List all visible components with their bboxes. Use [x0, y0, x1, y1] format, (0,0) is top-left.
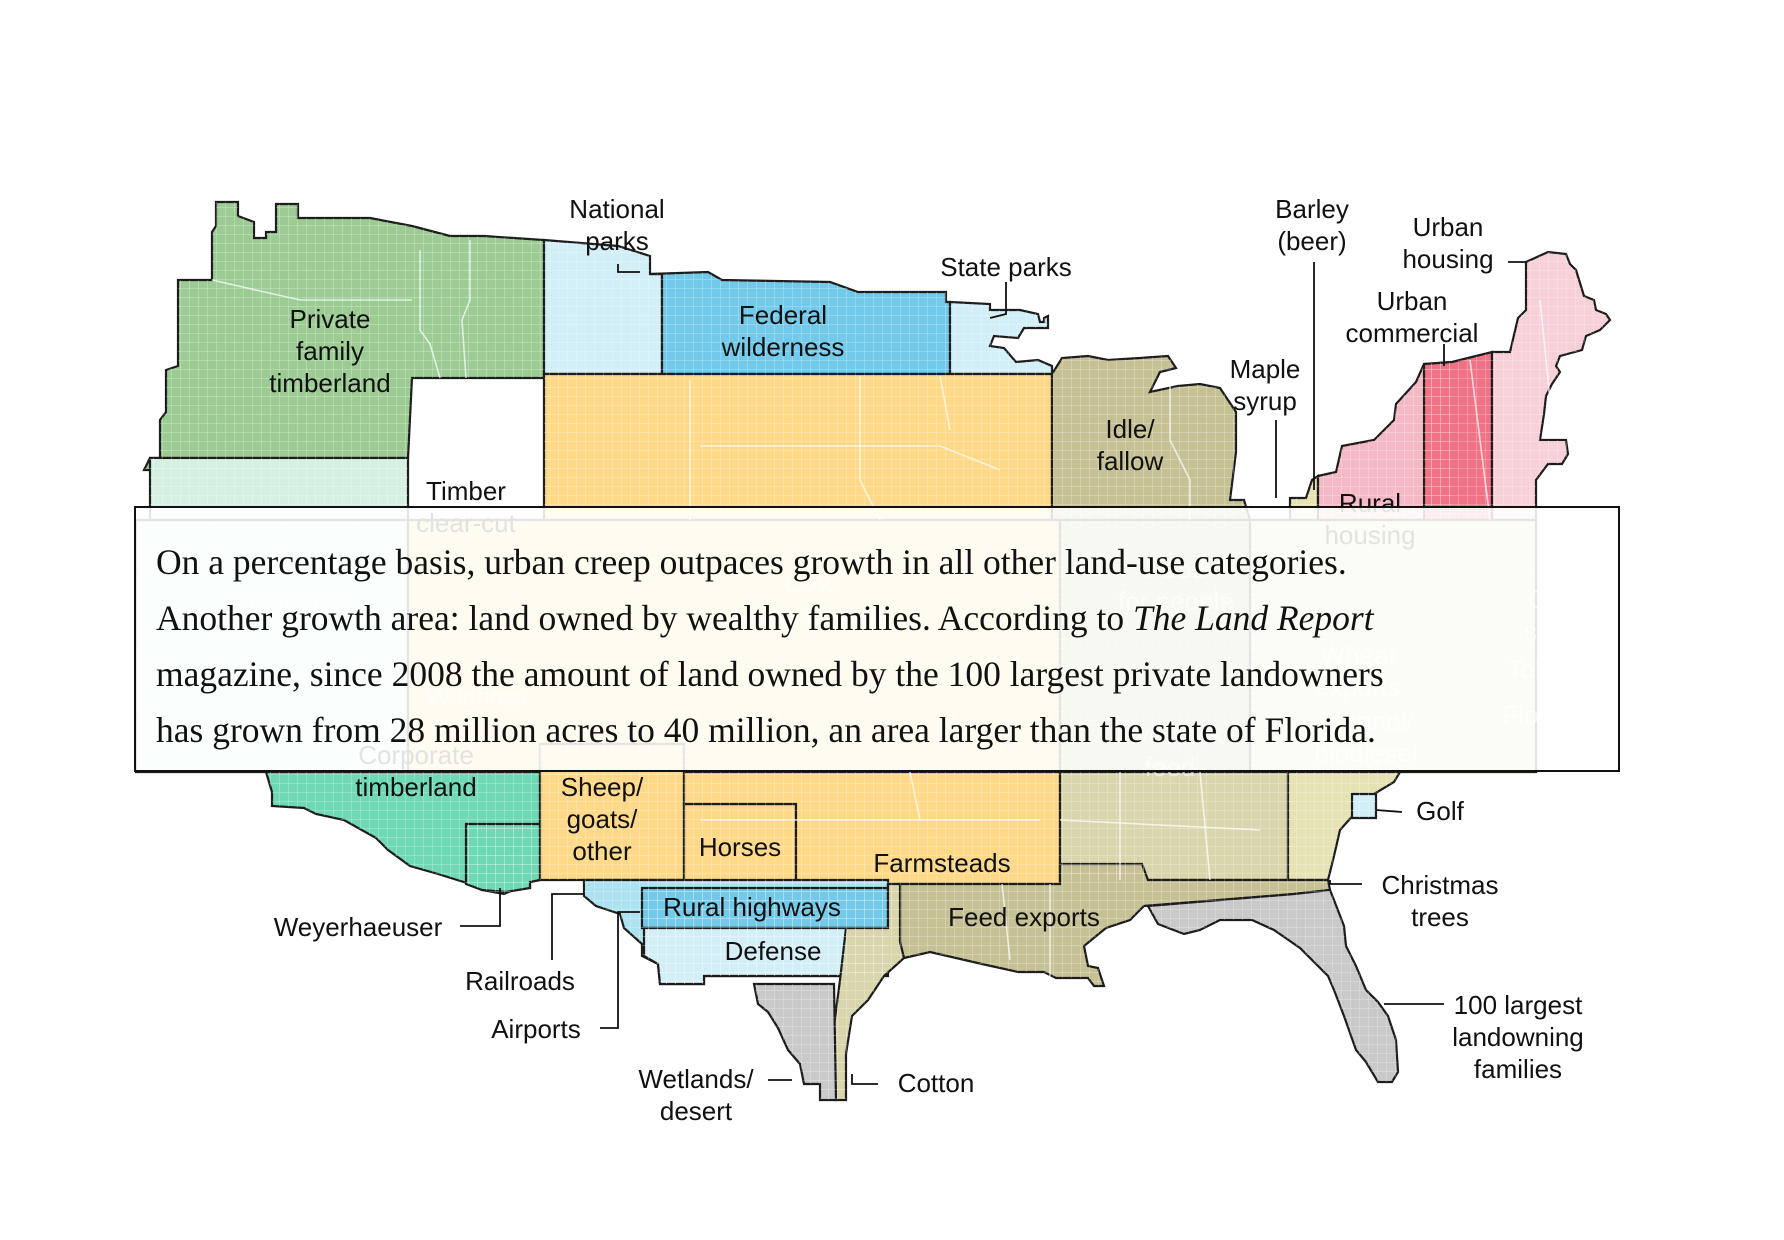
- region-100-largest-families-grid: [1148, 890, 1398, 1082]
- state-line-14: [1001, 883, 1011, 961]
- label-cotton: Cotton: [898, 1068, 975, 1098]
- leader-airports: [600, 911, 640, 1029]
- label-feed-exports: Feed exports: [948, 902, 1100, 932]
- region-wetlands-desert-grid: [754, 984, 836, 1100]
- label-airports: Airports: [491, 1014, 581, 1044]
- label-wetlands-desert: Wetlands/desert: [638, 1064, 754, 1126]
- state-line-12: [909, 771, 921, 821]
- label-farmsteads: Farmsteads: [873, 848, 1010, 878]
- state-line-15: [1539, 299, 1551, 401]
- leader-cotton: [851, 1074, 878, 1085]
- region-rural-highways-grid: [642, 888, 888, 928]
- region-ethanol-cream-grid: [1288, 772, 1400, 880]
- leader-weyerhaeuser: [460, 888, 501, 927]
- label-federal-wilderness: Federal wilderness: [721, 300, 845, 362]
- state-line-0: [419, 250, 441, 379]
- leader-national-parks: [617, 264, 640, 273]
- label-maple-syrup: Maple syrup: [1230, 354, 1301, 416]
- region-horses-grid: [684, 804, 796, 884]
- label-sheep-goats: Sheep/goats/other: [561, 772, 644, 866]
- state-line-1: [461, 240, 471, 379]
- region-weyerhaeuser-grid: [466, 824, 540, 892]
- region-private-family-timberland-grid: [144, 202, 544, 470]
- callout-line-2-text: Another growth area: land owned by wealt…: [156, 598, 1133, 638]
- state-boundary-lines: [211, 240, 1551, 980]
- magazine-title: The Land Report: [1132, 598, 1374, 638]
- callout-line-4: has grown from 28 million acres to 40 mi…: [156, 710, 1376, 750]
- label-idle-fallow: Idle/fallow: [1097, 414, 1164, 476]
- label-private-family-timberland: Private family timberland: [269, 304, 390, 398]
- region-rural-housing-grid: [1318, 362, 1452, 520]
- callout-line-2: Another growth area: land owned by wealt…: [156, 590, 1598, 646]
- label-railroads: Railroads: [465, 966, 575, 996]
- label-barley: Barley (beer): [1275, 194, 1349, 256]
- state-line-7: [1169, 380, 1191, 520]
- label-urban-commercial: Urban commercial: [1346, 286, 1479, 348]
- region-golf-grid: [1352, 794, 1376, 818]
- region-defense-grid: [644, 928, 846, 984]
- state-line-6: [939, 375, 951, 431]
- label-christmas-trees: Christmas trees: [1381, 870, 1498, 932]
- label-defense: Defense: [725, 936, 822, 966]
- label-state-parks: State parks: [940, 252, 1072, 282]
- region-federal-wilderness-grid: [650, 272, 950, 374]
- label-national-parks: National parks: [569, 194, 664, 256]
- label-largest-families: 100 largest landowning families: [1452, 990, 1584, 1084]
- region-mint-band-grid: [150, 458, 408, 520]
- leader-lines: [460, 261, 1526, 1085]
- callout-line-3: magazine, since 2008 the amount of land …: [156, 654, 1384, 694]
- explanation-callout: On a percentage basis, urban creep outpa…: [134, 506, 1620, 772]
- leader-state-parks: [989, 282, 1007, 319]
- region-urban-housing-grid: [1492, 252, 1610, 520]
- region-urban-commercial-grid: [1424, 352, 1492, 520]
- leader-railroads: [551, 893, 584, 960]
- label-urban-housing: Urban housing: [1402, 212, 1493, 274]
- state-line-2: [211, 279, 412, 301]
- label-rural-highways: Rural highways: [663, 892, 841, 922]
- region-state-parks-grid: [950, 302, 1052, 374]
- region-sheep-goats-grid: [540, 744, 684, 880]
- leader-golf: [1375, 809, 1403, 813]
- region-feed-exports-grid: [900, 864, 1330, 986]
- region-yellow-belt-grid: [544, 374, 1052, 520]
- leader-christmas-trees: [1329, 880, 1362, 885]
- region-farmsteads-grid: [684, 772, 1060, 884]
- region-cotton-grid: [834, 884, 904, 1100]
- callout-line-1: On a percentage basis, urban creep outpa…: [156, 542, 1347, 582]
- region-idle-fallow-grid: [1052, 356, 1250, 520]
- label-horses: Horses: [699, 832, 781, 862]
- state-line-10: [1199, 771, 1211, 881]
- label-weyerhaeuser: Weyerhaeuser: [274, 912, 443, 942]
- label-golf: Golf: [1416, 796, 1464, 826]
- region-national-parks-grid: [544, 240, 662, 374]
- state-line-8: [1059, 819, 1261, 831]
- state-line-5: [700, 445, 1001, 471]
- state-line-16: [1469, 359, 1491, 521]
